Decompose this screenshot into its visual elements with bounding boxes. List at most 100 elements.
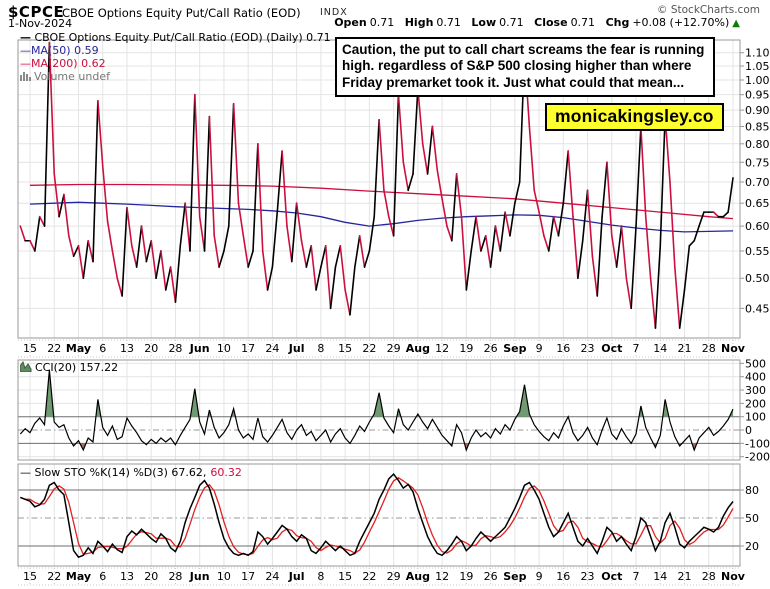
svg-text:Nov: Nov bbox=[721, 342, 746, 355]
svg-text:21: 21 bbox=[678, 342, 692, 355]
svg-text:24: 24 bbox=[265, 342, 279, 355]
svg-text:24: 24 bbox=[265, 570, 279, 583]
svg-text:29: 29 bbox=[387, 342, 401, 355]
svg-text:0.45: 0.45 bbox=[745, 302, 770, 315]
svg-text:9: 9 bbox=[536, 342, 543, 355]
svg-text:0.75: 0.75 bbox=[745, 156, 770, 169]
ohlc-quote: Open 0.71 High 0.71 Low 0.71 Close 0.71 Chg +… bbox=[327, 16, 740, 29]
svg-text:13: 13 bbox=[120, 570, 134, 583]
ma200-series bbox=[29, 183, 734, 220]
svg-text:Nov: Nov bbox=[721, 570, 746, 583]
ma50-legend: —MA(50) 0.59 bbox=[20, 44, 99, 57]
sto-legend: — Slow STO %K(14) %D(3) 67.62, 60.32 bbox=[20, 466, 242, 479]
svg-text:80: 80 bbox=[745, 484, 759, 497]
high-value: 0.71 bbox=[436, 16, 461, 29]
open-label: Open bbox=[334, 16, 367, 29]
sto-panel-border bbox=[17, 463, 741, 567]
sto-panel-yaxis: 80 50 20 bbox=[740, 484, 759, 553]
svg-text:20: 20 bbox=[144, 342, 158, 355]
cci-series bbox=[19, 369, 734, 452]
svg-text:400: 400 bbox=[745, 371, 766, 384]
price-legend: — CBOE Options Equity Put/Call Ratio (EO… bbox=[20, 31, 331, 44]
svg-text:17: 17 bbox=[241, 342, 255, 355]
chart-date: 1-Nov-2024 bbox=[8, 17, 73, 30]
index-tag: INDX bbox=[320, 7, 348, 18]
svg-text:Sep: Sep bbox=[503, 570, 526, 583]
svg-text:16: 16 bbox=[556, 342, 570, 355]
svg-text:1.10: 1.10 bbox=[745, 47, 770, 60]
svg-text:22: 22 bbox=[47, 570, 61, 583]
sto-legend-label: — Slow STO %K(14) %D(3) 67.62, bbox=[20, 466, 207, 479]
svg-text:0.70: 0.70 bbox=[745, 176, 770, 189]
ma50-series bbox=[29, 201, 734, 233]
svg-text:19: 19 bbox=[459, 570, 473, 583]
svg-text:1.00: 1.00 bbox=[745, 74, 770, 87]
svg-text:0.50: 0.50 bbox=[745, 272, 770, 285]
svg-text:12: 12 bbox=[435, 570, 449, 583]
svg-text:22: 22 bbox=[362, 342, 376, 355]
svg-text:14: 14 bbox=[653, 570, 667, 583]
svg-text:21: 21 bbox=[678, 570, 692, 583]
svg-text:0.65: 0.65 bbox=[745, 197, 770, 210]
svg-text:28: 28 bbox=[702, 342, 716, 355]
volume-legend: Volume undef bbox=[20, 70, 331, 84]
svg-text:May: May bbox=[66, 342, 91, 355]
svg-text:23: 23 bbox=[581, 342, 595, 355]
svg-text:200: 200 bbox=[745, 397, 766, 410]
svg-text:6: 6 bbox=[99, 570, 106, 583]
svg-text:23: 23 bbox=[581, 570, 595, 583]
svg-text:10: 10 bbox=[217, 342, 231, 355]
svg-text:7: 7 bbox=[633, 342, 640, 355]
low-value: 0.71 bbox=[499, 16, 524, 29]
cci-legend-label: CCI(20) 157.22 bbox=[35, 361, 119, 374]
svg-text:22: 22 bbox=[47, 342, 61, 355]
svg-text:15: 15 bbox=[338, 342, 352, 355]
volume-bars-icon bbox=[20, 71, 31, 84]
svg-text:May: May bbox=[66, 570, 91, 583]
cci-overbought-fill bbox=[516, 384, 531, 417]
sto-d-value: 60.32 bbox=[210, 466, 242, 479]
price-legend-dash: — bbox=[20, 31, 31, 44]
svg-text:Jun: Jun bbox=[189, 342, 210, 355]
chg-label: Chg bbox=[605, 16, 630, 29]
svg-text:7: 7 bbox=[633, 570, 640, 583]
svg-text:300: 300 bbox=[745, 384, 766, 397]
cci-overbought-fill bbox=[45, 370, 54, 417]
svg-text:Oct: Oct bbox=[601, 342, 622, 355]
svg-text:Aug: Aug bbox=[406, 342, 430, 355]
svg-text:Jun: Jun bbox=[189, 570, 210, 583]
svg-text:13: 13 bbox=[120, 342, 134, 355]
cci-area-icon bbox=[19, 360, 32, 375]
svg-text:9: 9 bbox=[536, 570, 543, 583]
svg-text:6: 6 bbox=[99, 342, 106, 355]
svg-text:Oct: Oct bbox=[601, 570, 622, 583]
cci-panel-border bbox=[17, 359, 741, 461]
svg-text:20: 20 bbox=[745, 540, 759, 553]
copyright: © StockCharts.com bbox=[657, 4, 760, 16]
low-label: Low bbox=[471, 16, 497, 29]
svg-text:16: 16 bbox=[556, 570, 570, 583]
up-arrow-icon: ▲ bbox=[732, 18, 740, 29]
chg-value: +0.08 (+12.70%) bbox=[632, 16, 730, 29]
cci-overbought-fill bbox=[190, 388, 199, 417]
svg-text:Jul: Jul bbox=[288, 570, 305, 583]
price-series bbox=[19, 41, 734, 329]
svg-text:28: 28 bbox=[168, 342, 182, 355]
svg-text:15: 15 bbox=[338, 570, 352, 583]
svg-text:26: 26 bbox=[484, 342, 498, 355]
svg-text:500: 500 bbox=[745, 357, 766, 370]
svg-text:10: 10 bbox=[217, 570, 231, 583]
svg-text:-200: -200 bbox=[745, 451, 770, 464]
main-legend: — CBOE Options Equity Put/Call Ratio (EO… bbox=[20, 31, 331, 84]
svg-text:20: 20 bbox=[144, 570, 158, 583]
svg-text:26: 26 bbox=[484, 570, 498, 583]
high-label: High bbox=[404, 16, 434, 29]
svg-text:12: 12 bbox=[435, 342, 449, 355]
sto-panel-vgrid bbox=[29, 464, 734, 566]
annotation-note: Caution, the put to call chart screams t… bbox=[335, 37, 715, 98]
cci-legend: CCI(20) 157.22 bbox=[19, 360, 119, 375]
svg-text:0.90: 0.90 bbox=[745, 104, 770, 117]
